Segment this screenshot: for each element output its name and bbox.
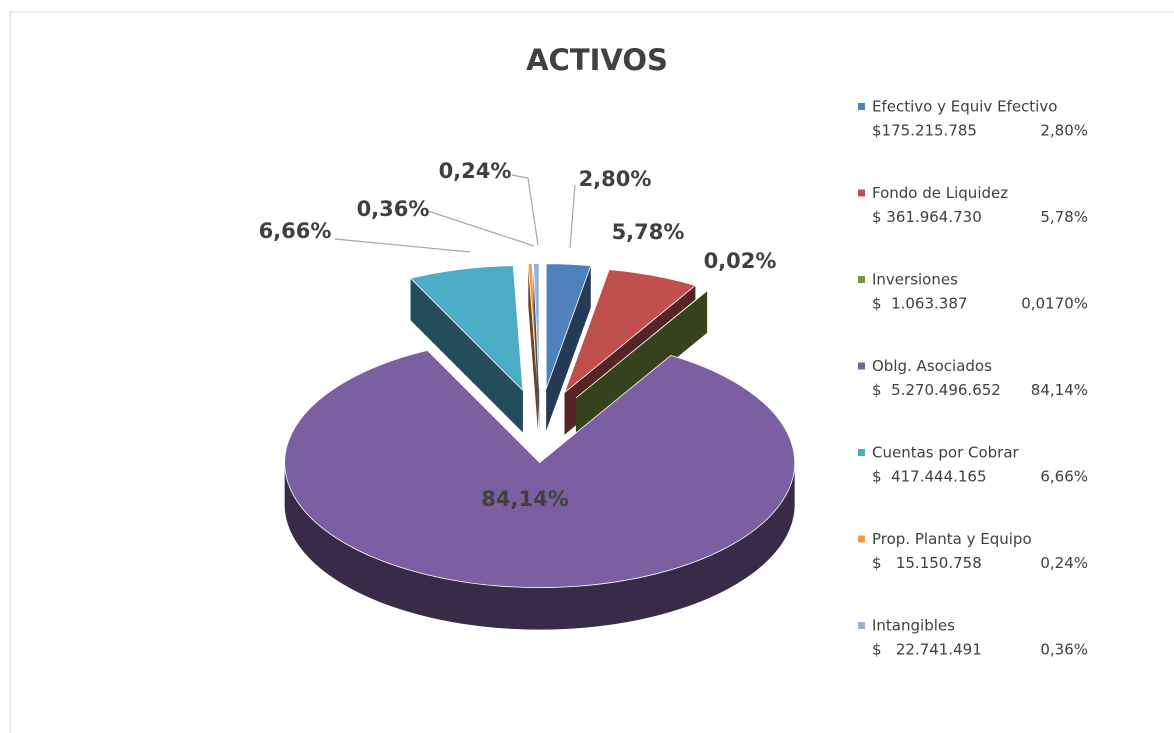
legend-percent: 6,66% [1040, 468, 1088, 486]
legend-label: Inversiones [872, 271, 958, 289]
legend-marker [858, 362, 865, 370]
legend-label: Oblg. Asociados [872, 357, 992, 375]
legend-amount: $ 417.444.165 [872, 468, 987, 486]
data-label: 5,78% [612, 220, 685, 244]
legend-amount: $ 361.964.730 [872, 208, 982, 226]
slice [563, 269, 697, 394]
legend-amount: $175.215.785 [872, 122, 977, 140]
slice [575, 290, 708, 399]
data-label: 0,36% [357, 197, 430, 221]
chart-title: ACTIVOS [526, 43, 668, 77]
chart-frame [9, 11, 1174, 733]
legend-label: Cuentas por Cobrar [872, 444, 1020, 462]
leader-line [569, 184, 576, 249]
legend-amount: $ 15.150.758 [872, 554, 982, 572]
data-label: 2,80% [579, 167, 652, 191]
data-label: 0,02% [704, 249, 777, 273]
legend-amount: $ 22.741.491 [872, 641, 982, 659]
legend-label: Prop. Planta y Equipo [872, 530, 1032, 548]
leader-line [511, 174, 539, 246]
legend-label: Fondo de Liquidez [872, 184, 1008, 202]
slice [545, 263, 592, 389]
data-label: 84,14% [481, 487, 568, 511]
data-label: 0,24% [439, 159, 512, 183]
legend-percent: 0,0170% [1021, 295, 1088, 313]
legend-marker [858, 449, 865, 456]
slice [533, 263, 540, 389]
legend-percent: 0,24% [1040, 554, 1088, 572]
slice-face [533, 263, 540, 431]
legend-amount: $ 5.270.496.652 [872, 381, 1001, 399]
slice-face [528, 263, 538, 431]
leader-line [334, 238, 471, 253]
slice-face [546, 265, 591, 431]
legend-percent: 0,36% [1040, 641, 1088, 659]
legend-marker [858, 189, 865, 197]
data-label: 6,66% [259, 219, 332, 243]
slice [527, 263, 539, 389]
slice-face [410, 278, 523, 433]
slice-side [284, 462, 795, 630]
legend-percent: 84,14% [1031, 381, 1088, 399]
legend-percent: 2,80% [1040, 122, 1088, 140]
slice-face [575, 290, 708, 440]
slice [409, 265, 524, 392]
legend-label: Intangibles [872, 617, 955, 635]
legend-marker [858, 622, 865, 629]
legend-amount: $ 1.063.387 [872, 295, 967, 313]
legend-percent: 5,78% [1040, 208, 1088, 226]
legend-marker [858, 103, 865, 110]
legend-marker [858, 535, 865, 543]
slice [284, 349, 796, 588]
leader-line [427, 210, 535, 247]
legend-label: Efectivo y Equiv Efectivo [872, 98, 1057, 116]
legend-marker [858, 276, 865, 283]
